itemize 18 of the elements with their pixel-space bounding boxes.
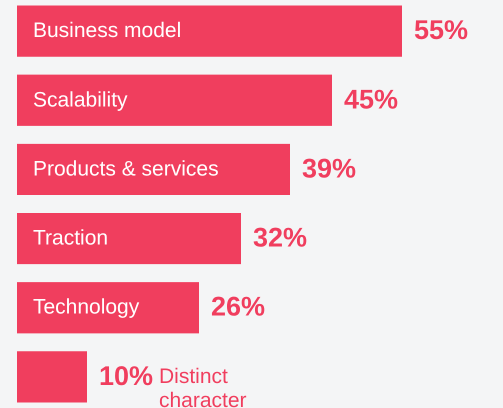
data-label: 32%: [253, 222, 308, 253]
bar: [17, 282, 199, 334]
y-tick-label: Products & services: [33, 157, 219, 180]
bar: [17, 351, 87, 402]
bar: [17, 6, 402, 57]
data-label: 10%: [99, 360, 154, 391]
bar: [17, 144, 290, 196]
data-label: 45%: [344, 84, 398, 114]
y-tick-label: Business model: [33, 19, 182, 42]
y-tick-label: Distinct character: [159, 364, 247, 408]
data-label: 39%: [302, 153, 356, 184]
bar: [17, 74, 332, 126]
y-tick-label: Technology: [33, 296, 140, 319]
data-label: 26%: [211, 292, 266, 322]
bar: [17, 212, 241, 264]
data-label: 55%: [414, 15, 468, 46]
y-tick-label: Scalability: [33, 88, 128, 112]
y-tick-label: Traction: [33, 226, 108, 250]
